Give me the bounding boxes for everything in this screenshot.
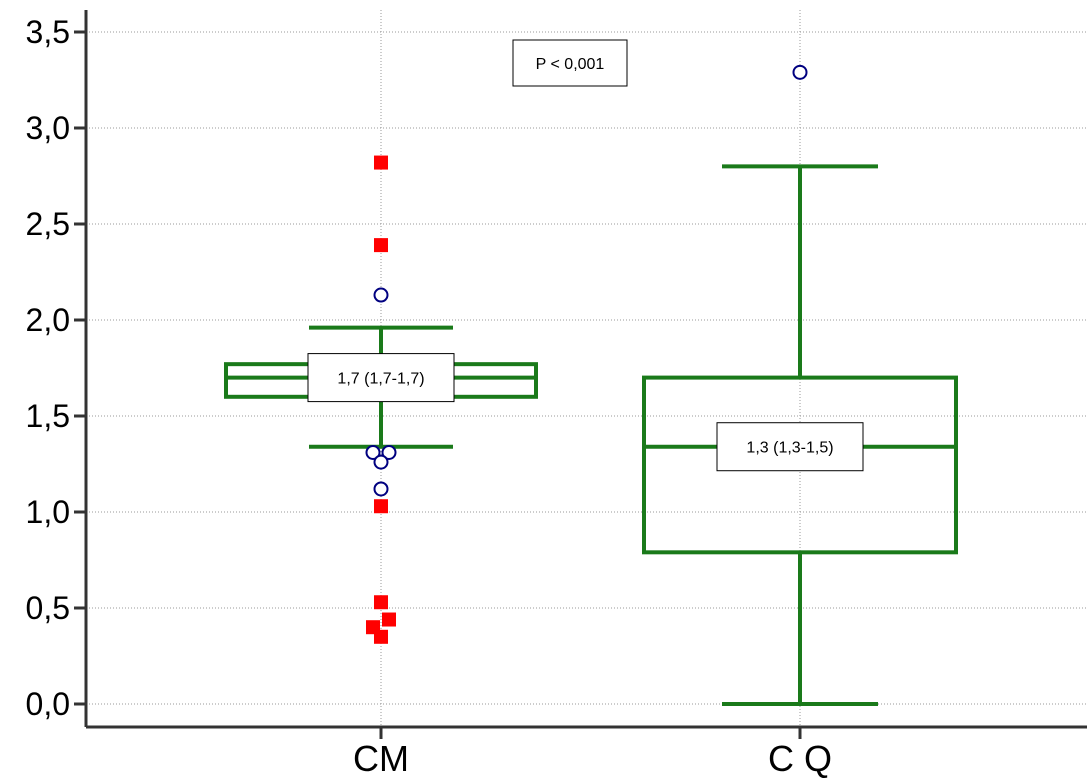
x-category-label: C Q — [768, 738, 832, 778]
y-tick-label: 1,5 — [26, 398, 70, 434]
y-tick-label: 3,0 — [26, 110, 70, 146]
y-tick-label: 0,5 — [26, 590, 70, 626]
grid-layer — [86, 10, 1087, 727]
annotations: P < 0,001 — [512, 39, 628, 87]
box-cm: 1,7 (1,7-1,7) — [224, 325, 538, 449]
outlier-square — [374, 629, 388, 644]
outlier-circle — [373, 287, 389, 303]
outlier-square — [382, 612, 396, 627]
y-tick-label: 3,5 — [26, 14, 70, 50]
median-label: 1,7 (1,7-1,7) — [337, 371, 424, 388]
p-value-box — [512, 39, 628, 87]
y-tick-label: 0,0 — [26, 686, 70, 722]
boxes: 1,7 (1,7-1,7) 1,3 (1,3-1,5) — [224, 164, 958, 706]
p-value-label: P < 0,001 — [536, 56, 605, 73]
y-tick-label: 2,5 — [26, 206, 70, 242]
y-tick-label: 1,0 — [26, 494, 70, 530]
outlier-circle — [365, 444, 381, 460]
outlier-square — [374, 238, 388, 253]
x-categories: CM C Q — [353, 727, 832, 778]
outlier-square — [374, 499, 388, 514]
y-ticks: 0,0 0,5 1,0 1,5 2,0 2,5 3,0 3,5 — [26, 14, 86, 722]
outlier-square — [374, 155, 388, 170]
box-cq: 1,3 (1,3-1,5) — [642, 164, 958, 706]
outlier-square — [374, 595, 388, 610]
outlier-circle — [792, 64, 808, 80]
outlier-circle — [381, 444, 397, 460]
x-category-label: CM — [353, 738, 409, 778]
median-label-box — [716, 422, 864, 472]
y-tick-label: 2,0 — [26, 302, 70, 338]
axes-layer — [84, 10, 1087, 729]
median-label: 1,3 (1,3-1,5) — [746, 440, 833, 457]
median-label-box — [307, 353, 455, 403]
iqr-box — [642, 375, 958, 555]
outlier-circle — [373, 454, 389, 470]
outlier-points — [365, 64, 808, 644]
outlier-circle — [373, 481, 389, 497]
